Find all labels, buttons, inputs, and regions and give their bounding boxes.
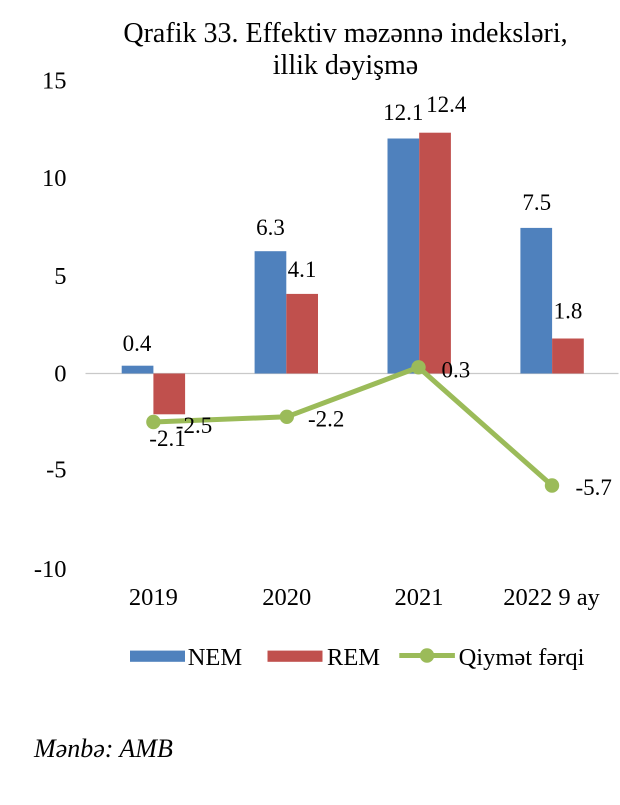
- svg-text:12.1: 12.1: [383, 100, 423, 125]
- svg-text:2021: 2021: [395, 584, 444, 611]
- svg-text:Qrafik 33. Effektiv məzənnə in: Qrafik 33. Effektiv məzənnə indeksləri,: [123, 18, 567, 49]
- svg-text:2022 9 ay: 2022 9 ay: [503, 584, 600, 611]
- svg-text:Mənbə: AMB: Mənbə: AMB: [33, 734, 173, 763]
- svg-text:-2.1: -2.1: [149, 426, 185, 451]
- svg-text:illik dəyişmə: illik dəyişmə: [273, 50, 418, 81]
- svg-text:-2.2: -2.2: [308, 406, 344, 431]
- svg-text:REM: REM: [327, 644, 380, 671]
- svg-text:-5: -5: [46, 457, 66, 484]
- svg-text:0.3: 0.3: [442, 357, 471, 382]
- svg-text:-10: -10: [34, 556, 67, 583]
- svg-text:6.3: 6.3: [256, 215, 285, 240]
- svg-text:Qiymət fərqi: Qiymət fərqi: [459, 644, 585, 671]
- svg-text:0.4: 0.4: [123, 331, 152, 356]
- svg-text:0: 0: [54, 361, 66, 388]
- svg-text:5: 5: [54, 263, 66, 290]
- svg-text:4.1: 4.1: [288, 257, 317, 282]
- svg-text:15: 15: [42, 67, 67, 94]
- svg-text:7.5: 7.5: [522, 190, 551, 215]
- svg-text:-5.7: -5.7: [576, 475, 612, 500]
- svg-text:2020: 2020: [262, 584, 311, 611]
- svg-text:10: 10: [42, 165, 67, 192]
- svg-text:NEM: NEM: [188, 644, 243, 671]
- svg-text:1.8: 1.8: [554, 299, 583, 324]
- svg-text:-2.5: -2.5: [176, 413, 212, 438]
- svg-text:12.4: 12.4: [426, 92, 467, 117]
- svg-text:2019: 2019: [129, 584, 178, 611]
